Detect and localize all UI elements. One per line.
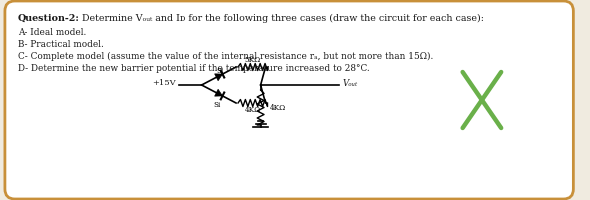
FancyBboxPatch shape	[5, 1, 573, 199]
Text: 4KΩ: 4KΩ	[245, 106, 261, 114]
Text: +15V: +15V	[152, 79, 176, 87]
Text: C- Complete model (assume the value of the internal resistance rₐ, but not more : C- Complete model (assume the value of t…	[18, 52, 433, 61]
Text: Determine Vₒᵤₜ and Iᴅ for the following three cases (draw the circuit for each c: Determine Vₒᵤₜ and Iᴅ for the following …	[78, 14, 484, 23]
Polygon shape	[215, 74, 222, 81]
Text: Question-2:: Question-2:	[18, 14, 80, 23]
Text: 4KΩ: 4KΩ	[270, 104, 286, 112]
Text: 5KΩ: 5KΩ	[245, 55, 261, 64]
Text: Si: Si	[217, 67, 224, 75]
Text: B- Practical model.: B- Practical model.	[18, 40, 104, 49]
Text: D- Determine the new barrier potential if the temperature increased to 28°C.: D- Determine the new barrier potential i…	[18, 64, 369, 73]
Text: Vₒᵤₜ: Vₒᵤₜ	[342, 79, 358, 88]
Text: Si: Si	[214, 101, 221, 109]
Polygon shape	[215, 89, 222, 96]
Text: A- Ideal model.: A- Ideal model.	[18, 28, 86, 37]
